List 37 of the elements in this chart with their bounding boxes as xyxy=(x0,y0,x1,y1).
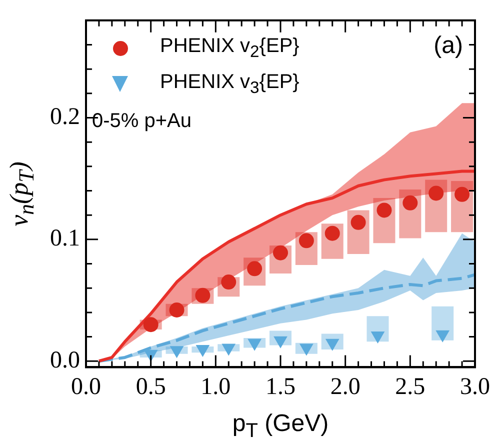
point xyxy=(326,338,339,350)
point xyxy=(248,338,262,350)
point xyxy=(376,202,392,218)
point xyxy=(428,186,444,201)
point xyxy=(436,330,450,342)
x-tick-label: 0.5 xyxy=(136,374,166,400)
x-tick-label: 2.5 xyxy=(395,374,426,400)
y-tick-label: 0.0 xyxy=(50,347,80,374)
legend-label: PHENIX v$_{3}${EP} xyxy=(160,70,300,98)
point xyxy=(247,261,262,276)
point xyxy=(170,346,184,358)
point xyxy=(402,195,418,210)
point xyxy=(274,336,288,348)
annotation: 0-5% p+Au xyxy=(92,110,192,134)
point xyxy=(143,317,158,332)
x-tick-label: 1.0 xyxy=(200,374,231,400)
point xyxy=(324,226,340,241)
point xyxy=(195,288,210,303)
x-tick-label: 1.5 xyxy=(266,374,296,400)
point xyxy=(371,332,384,344)
point xyxy=(298,233,314,248)
point xyxy=(169,302,184,318)
annotation: (a) xyxy=(434,32,463,60)
x-axis-title: p$_{T}$ (GeV) xyxy=(232,410,329,443)
point xyxy=(350,214,366,230)
y-tick-label: 0.1 xyxy=(50,226,80,252)
y-tick-label: 0.2 xyxy=(50,104,80,130)
point xyxy=(221,274,236,290)
x-tick-label: 0.0 xyxy=(71,374,101,400)
point xyxy=(222,344,236,356)
point xyxy=(454,186,470,202)
point xyxy=(300,344,313,356)
point xyxy=(273,245,288,260)
x-tick-label: 3.0 xyxy=(460,374,490,400)
legend-label: PHENIX v$_{2}${EP} xyxy=(160,34,300,62)
x-tick-label: 2.0 xyxy=(330,374,360,400)
point xyxy=(196,344,210,356)
